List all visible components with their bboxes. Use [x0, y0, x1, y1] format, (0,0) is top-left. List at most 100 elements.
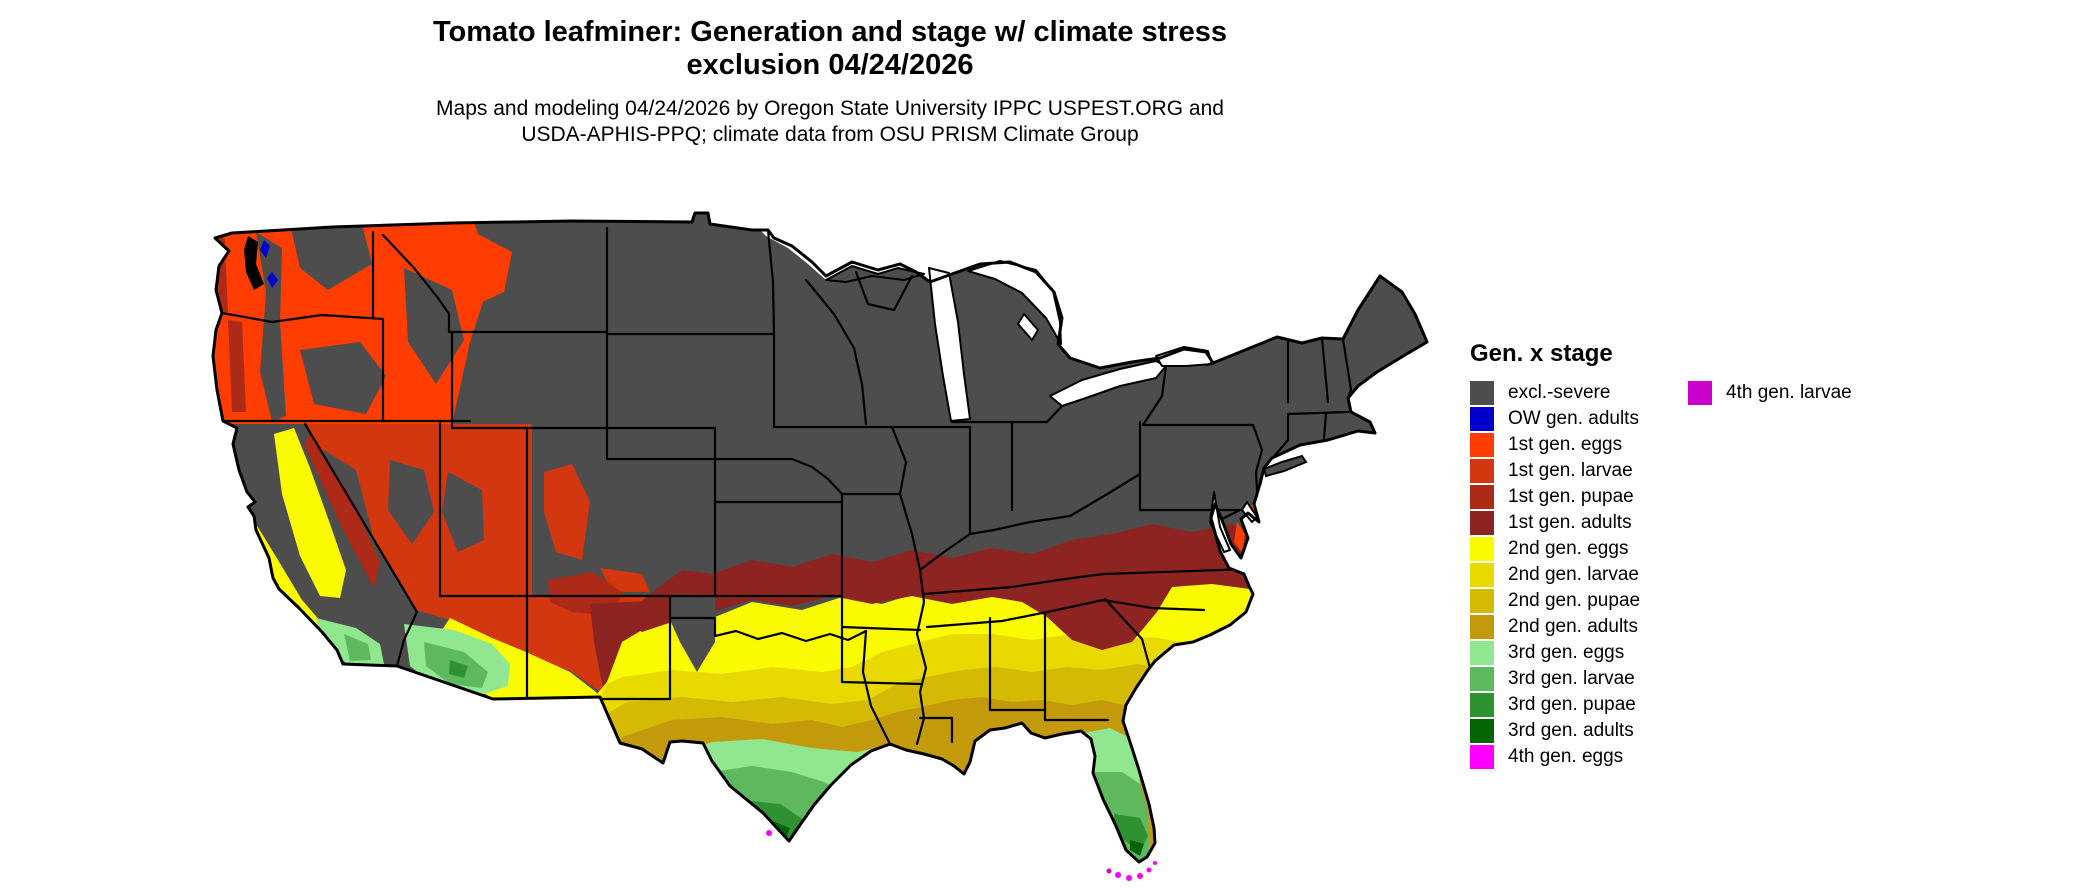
legend-item-g2_larvae: 2nd gen. larvae — [1470, 562, 1640, 588]
region-keys-4 — [1146, 867, 1152, 873]
legend-label-g3_pupae: 3rd gen. pupae — [1508, 694, 1636, 715]
subtitle-line1: Maps and modeling 04/24/2026 by Oregon S… — [436, 97, 1224, 120]
legend-swatch-g2_pupae — [1470, 589, 1494, 613]
legend-swatch-g2_larvae — [1470, 563, 1494, 587]
legend-item-g1_eggs: 1st gen. eggs — [1470, 432, 1640, 458]
legend-label-g1_eggs: 1st gen. eggs — [1508, 434, 1623, 455]
legend-label-g3_eggs: 3rd gen. eggs — [1508, 642, 1625, 663]
legend-column-2: 4th gen. larvae — [1688, 380, 1852, 406]
region-wa-blue-2 — [267, 272, 278, 288]
border-nd-mn — [766, 228, 776, 336]
border-la-ms — [918, 716, 954, 744]
border-nc-sc — [1101, 598, 1206, 612]
region-keys-5 — [1153, 861, 1157, 865]
legend-title: Gen. x stage — [1470, 340, 1613, 367]
border-pa-ny — [1141, 364, 1255, 427]
region-stx-green — [672, 766, 842, 862]
great-lakes — [752, 222, 1258, 553]
us-choropleth-map — [152, 172, 1462, 888]
magenta-tips — [766, 830, 1157, 881]
region-sierra-east-pupae — [304, 434, 380, 588]
region-nv-gray-1 — [388, 460, 434, 544]
legend-item-g2_pupae: 2nd gen. pupae — [1470, 588, 1640, 614]
legend-swatch-g3_adults — [1470, 719, 1494, 743]
region-wa-blue-1 — [260, 240, 270, 258]
legend-label-g1_pupae: 1st gen. pupae — [1508, 486, 1634, 507]
border-nm-tx — [598, 594, 672, 701]
us-map-svg — [211, 211, 1429, 881]
legend-item-g1_larvae: 1st gen. larvae — [1470, 458, 1640, 484]
legend-item-g3_pupae: 3rd gen. pupae — [1470, 692, 1640, 718]
legend-swatch-g1_adults — [1470, 511, 1494, 535]
legend-swatch-g3_pupae — [1470, 693, 1494, 717]
legend-label-g3_adults: 3rd gen. adults — [1508, 720, 1634, 741]
region-keys-larvae — [1106, 868, 1112, 874]
region-keys-2 — [1126, 875, 1132, 881]
region-mt-eggs — [474, 232, 512, 302]
region-keys-1 — [1115, 872, 1121, 878]
lake-superior — [752, 222, 927, 280]
map-fill-layers — [213, 213, 1427, 862]
region-idaho-gray — [404, 268, 464, 384]
legend-swatch-g1_larvae — [1470, 459, 1494, 483]
border-red-river — [713, 629, 868, 643]
legend-swatch-g1_pupae — [1470, 485, 1494, 509]
lake-erie — [1049, 360, 1167, 407]
legend-item-excl_severe: excl.-severe — [1470, 380, 1640, 406]
region-delmarva-eggs — [1234, 522, 1245, 552]
subtitle: Maps and modeling 04/24/2026 by Oregon S… — [250, 96, 1410, 148]
legend-item-g4_larvae: 4th gen. larvae — [1688, 380, 1852, 406]
region-fl-darkgreen — [1114, 814, 1148, 852]
border-wa-or — [220, 311, 385, 324]
region-panhandle-gray — [670, 596, 715, 672]
legend-label-excl_severe: excl.-severe — [1508, 382, 1611, 403]
us-outline — [211, 211, 1429, 864]
legend-label-g2_pupae: 2nd gen. pupae — [1508, 590, 1641, 611]
region-co-red-1 — [544, 464, 590, 560]
legend-item-g1_adults: 1st gen. adults — [1470, 510, 1640, 536]
long-island — [1262, 454, 1308, 478]
border-ok-panhandle — [668, 616, 717, 638]
border-upper-mississippi — [890, 425, 922, 572]
region-oregon-gray — [300, 342, 386, 414]
legend-label-g1_larvae: 1st gen. larvae — [1508, 460, 1633, 481]
legend-label-g4_larvae: 4th gen. larvae — [1726, 382, 1852, 403]
border-mn-wi — [804, 278, 868, 426]
border-ar-la — [840, 680, 922, 686]
legend-swatch-g3_larvae — [1470, 667, 1494, 691]
region-az-darkgreen — [449, 660, 468, 678]
border-ma-ct-ri — [1286, 410, 1350, 442]
puget-sound — [244, 236, 264, 290]
border-mi-south — [950, 404, 1064, 424]
border-mo-ar — [840, 625, 922, 632]
legend-swatch-g2_adults — [1470, 615, 1494, 639]
legend-label-g4_eggs: 4th gen. eggs — [1508, 746, 1624, 767]
header: Tomato leafminer: Generation and stage w… — [250, 16, 1410, 148]
border-ca-nv-az — [303, 422, 419, 668]
legend-item-g2_eggs: 2nd gen. eggs — [1470, 536, 1640, 562]
page-title-line1: Tomato leafminer: Generation and stage w… — [433, 16, 1227, 48]
region-deepgold-band — [582, 697, 1352, 862]
legend-swatch-g4_eggs — [1470, 745, 1494, 769]
region-central-valley-yellow — [274, 428, 346, 598]
legend-item-ow_adults: OW gen. adults — [1470, 406, 1640, 432]
legend-label-g2_eggs: 2nd gen. eggs — [1508, 538, 1629, 559]
region-willamette-pupae — [228, 320, 246, 412]
legend-swatch-ow_adults — [1470, 407, 1494, 431]
border-va-nc — [1102, 567, 1252, 576]
border-ky-tn — [922, 572, 1106, 596]
region-fl-adults — [1130, 840, 1144, 856]
page-title-line2: exclusion 04/24/2026 — [686, 49, 974, 81]
region-darkred-band — [620, 524, 1257, 650]
region-tx-tip-magenta — [766, 830, 772, 836]
legend-swatch-excl_severe — [1470, 381, 1494, 405]
legend-item-g2_adults: 2nd gen. adults — [1470, 614, 1640, 640]
border-ne-sd — [605, 457, 844, 496]
border-ohio-river — [918, 472, 1142, 572]
region-socal-green — [344, 634, 371, 661]
legend-item-g4_eggs: 4th gen. eggs — [1470, 744, 1640, 770]
subtitle-line2: USDA-APHIS-PPQ; climate data from OSU PR… — [521, 123, 1139, 146]
lake-michigan — [928, 267, 971, 422]
legend-label-g2_larvae: 2nd gen. larvae — [1508, 564, 1639, 585]
border-id-mt — [381, 233, 451, 334]
